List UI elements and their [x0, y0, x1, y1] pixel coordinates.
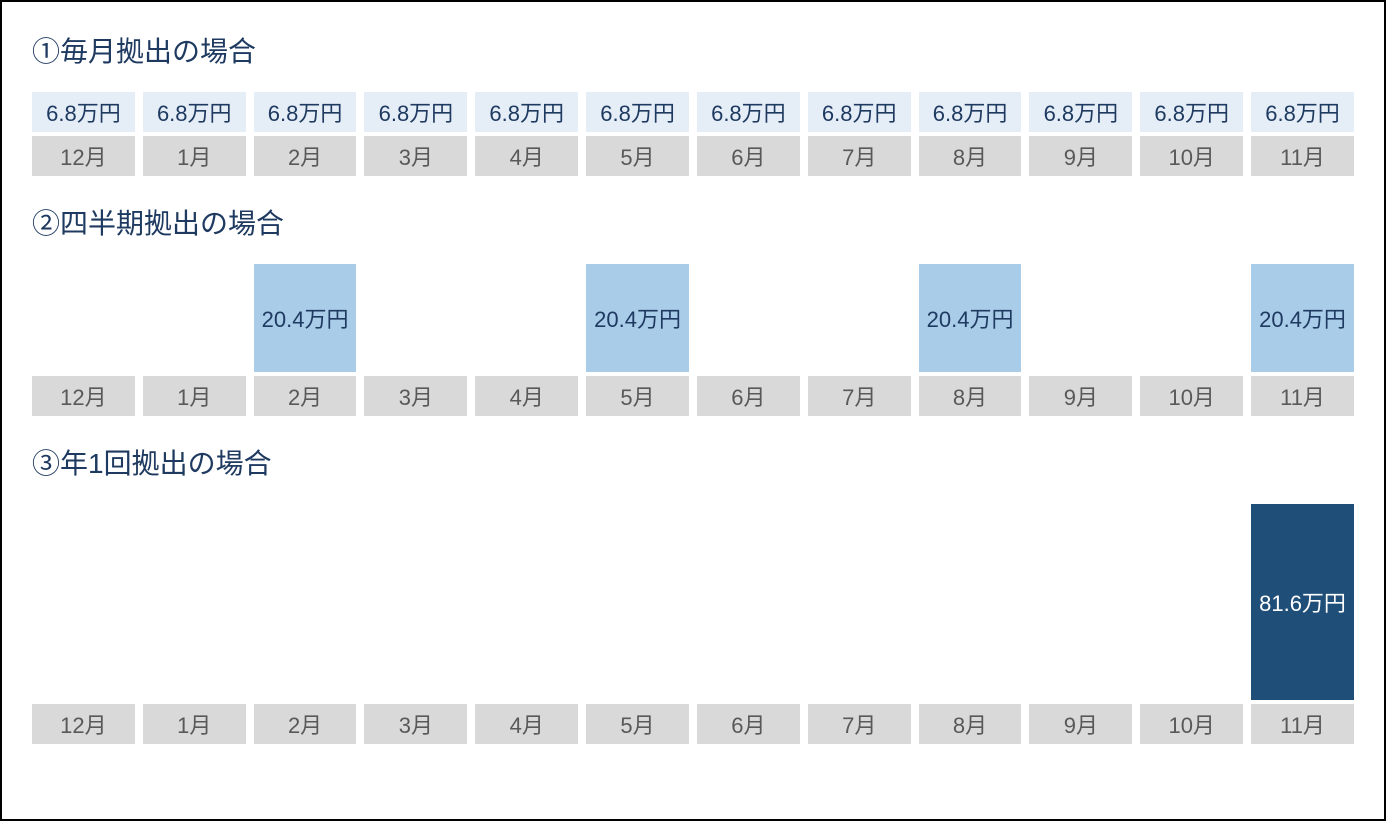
- scenario-monthly-values-row: 6.8万円 6.8万円 6.8万円 6.8万円 6.8万円 6.8万円 6.8万…: [32, 92, 1354, 132]
- value-cell-empty: [254, 504, 357, 700]
- scenario-quarterly-title: ②四半期拠出の場合: [32, 202, 1354, 242]
- month-cell: 8月: [919, 136, 1022, 176]
- value-cell-empty: [475, 264, 578, 372]
- scenario-monthly-title: ①毎月拠出の場合: [32, 30, 1354, 70]
- value-cell-empty: [475, 504, 578, 700]
- month-cell: 5月: [586, 704, 689, 744]
- value-cell: 20.4万円: [254, 264, 357, 372]
- value-cell-empty: [1140, 504, 1243, 700]
- value-cell: 6.8万円: [475, 92, 578, 132]
- value-cell: 6.8万円: [697, 92, 800, 132]
- value-cell: 6.8万円: [919, 92, 1022, 132]
- month-cell: 1月: [143, 704, 246, 744]
- month-cell: 10月: [1140, 376, 1243, 416]
- month-cell: 8月: [919, 376, 1022, 416]
- month-cell: 2月: [254, 136, 357, 176]
- month-cell: 11月: [1251, 704, 1354, 744]
- value-cell-empty: [586, 504, 689, 700]
- value-cell-empty: [1140, 264, 1243, 372]
- month-cell: 8月: [919, 704, 1022, 744]
- month-cell: 7月: [808, 704, 911, 744]
- scenario-monthly: ①毎月拠出の場合 6.8万円 6.8万円 6.8万円 6.8万円 6.8万円 6…: [32, 30, 1354, 176]
- month-cell: 9月: [1029, 704, 1132, 744]
- value-cell-empty: [1029, 264, 1132, 372]
- value-cell-empty: [32, 504, 135, 700]
- value-cell: 6.8万円: [364, 92, 467, 132]
- value-cell-empty: [808, 264, 911, 372]
- month-cell: 12月: [32, 136, 135, 176]
- value-cell-empty: [364, 264, 467, 372]
- value-cell-empty: [143, 264, 246, 372]
- month-cell: 12月: [32, 704, 135, 744]
- month-cell: 6月: [697, 704, 800, 744]
- scenario-annual-title: ③年1回拠出の場合: [32, 442, 1354, 482]
- scenario-monthly-months-row: 12月 1月 2月 3月 4月 5月 6月 7月 8月 9月 10月 11月: [32, 136, 1354, 176]
- month-cell: 4月: [475, 704, 578, 744]
- month-cell: 9月: [1029, 136, 1132, 176]
- value-cell: 6.8万円: [32, 92, 135, 132]
- chart-frame: ①毎月拠出の場合 6.8万円 6.8万円 6.8万円 6.8万円 6.8万円 6…: [0, 0, 1386, 821]
- month-cell: 2月: [254, 376, 357, 416]
- month-cell: 4月: [475, 136, 578, 176]
- value-cell: 6.8万円: [586, 92, 689, 132]
- value-cell: 6.8万円: [254, 92, 357, 132]
- value-cell-empty: [697, 504, 800, 700]
- month-cell: 11月: [1251, 376, 1354, 416]
- month-cell: 10月: [1140, 704, 1243, 744]
- value-cell: 6.8万円: [1029, 92, 1132, 132]
- month-cell: 6月: [697, 376, 800, 416]
- value-cell: 20.4万円: [919, 264, 1022, 372]
- value-cell: 6.8万円: [143, 92, 246, 132]
- value-cell-empty: [697, 264, 800, 372]
- month-cell: 10月: [1140, 136, 1243, 176]
- month-cell: 6月: [697, 136, 800, 176]
- scenario-quarterly: ②四半期拠出の場合 20.4万円 20.4万円 20.4万円 20.4万円 12…: [32, 202, 1354, 416]
- month-cell: 11月: [1251, 136, 1354, 176]
- value-cell: 6.8万円: [1251, 92, 1354, 132]
- value-cell-empty: [808, 504, 911, 700]
- month-cell: 2月: [254, 704, 357, 744]
- month-cell: 9月: [1029, 376, 1132, 416]
- month-cell: 1月: [143, 376, 246, 416]
- scenario-quarterly-months-row: 12月 1月 2月 3月 4月 5月 6月 7月 8月 9月 10月 11月: [32, 376, 1354, 416]
- scenario-quarterly-values-row: 20.4万円 20.4万円 20.4万円 20.4万円: [32, 264, 1354, 372]
- value-cell: 6.8万円: [808, 92, 911, 132]
- month-cell: 3月: [364, 376, 467, 416]
- month-cell: 12月: [32, 376, 135, 416]
- month-cell: 1月: [143, 136, 246, 176]
- month-cell: 7月: [808, 376, 911, 416]
- value-cell: 81.6万円: [1251, 504, 1354, 700]
- month-cell: 4月: [475, 376, 578, 416]
- value-cell: 6.8万円: [1140, 92, 1243, 132]
- month-cell: 5月: [586, 136, 689, 176]
- value-cell: 20.4万円: [1251, 264, 1354, 372]
- value-cell: 20.4万円: [586, 264, 689, 372]
- value-cell-empty: [1029, 504, 1132, 700]
- month-cell: 3月: [364, 704, 467, 744]
- value-cell-empty: [919, 504, 1022, 700]
- value-cell-empty: [32, 264, 135, 372]
- scenario-annual-values-row: 81.6万円: [32, 504, 1354, 700]
- month-cell: 3月: [364, 136, 467, 176]
- value-cell-empty: [143, 504, 246, 700]
- value-cell-empty: [364, 504, 467, 700]
- scenario-annual-months-row: 12月 1月 2月 3月 4月 5月 6月 7月 8月 9月 10月 11月: [32, 704, 1354, 744]
- month-cell: 5月: [586, 376, 689, 416]
- month-cell: 7月: [808, 136, 911, 176]
- scenario-annual: ③年1回拠出の場合 81.6万円 12月 1月 2月 3月 4月 5月 6月 7…: [32, 442, 1354, 744]
